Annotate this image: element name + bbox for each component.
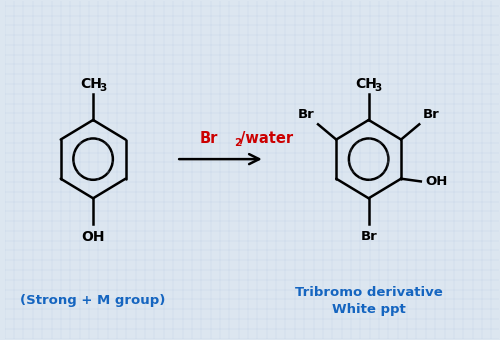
Text: 3: 3: [374, 83, 382, 93]
Text: OH: OH: [82, 230, 105, 244]
Text: (Strong + M group): (Strong + M group): [20, 294, 166, 307]
Text: Br: Br: [200, 131, 218, 146]
Text: Br: Br: [423, 108, 440, 121]
Text: Br: Br: [298, 108, 314, 121]
Text: CH: CH: [356, 76, 378, 90]
Text: OH: OH: [425, 175, 448, 188]
Text: CH: CH: [80, 76, 102, 90]
Text: 3: 3: [99, 83, 106, 93]
Text: 2: 2: [234, 138, 242, 148]
Text: Br: Br: [360, 230, 377, 243]
Text: /water: /water: [240, 131, 293, 146]
Text: Tribromo derivative
White ppt: Tribromo derivative White ppt: [295, 286, 442, 316]
